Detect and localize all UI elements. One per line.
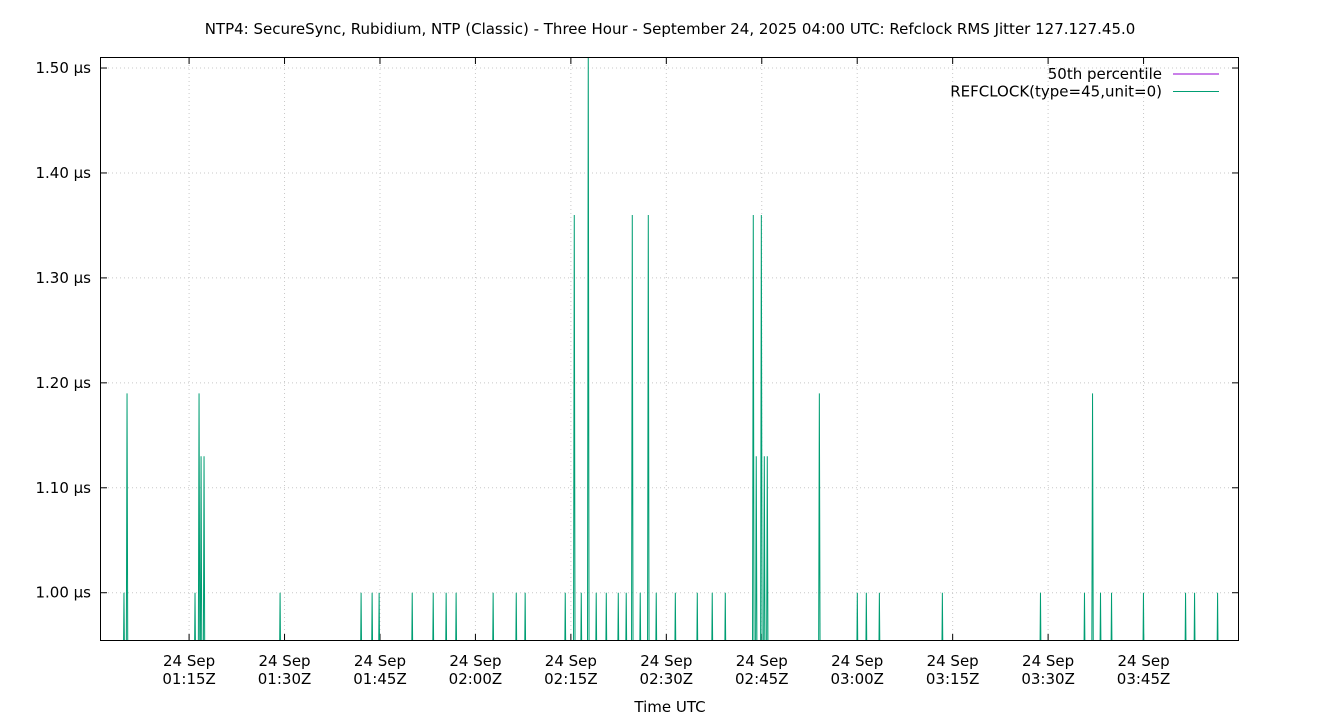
x-tick-label: 24 Sep [736,652,788,670]
x-tick-label: 24 Sep [449,652,501,670]
legend-label: REFCLOCK(type=45,unit=0) [950,83,1162,101]
x-tick-label: 24 Sep [1022,652,1074,670]
x-tick-label: 03:30Z [1021,670,1075,688]
x-tick-label: 01:30Z [258,670,312,688]
x-tick-label: 24 Sep [1117,652,1169,670]
x-tick-label: 02:00Z [449,670,503,688]
y-tick-label: 1.00 µs [35,584,91,602]
x-tick-label: 24 Sep [258,652,310,670]
x-tick-label: 03:45Z [1117,670,1171,688]
chart-title: NTP4: SecureSync, Rubidium, NTP (Classic… [205,20,1136,38]
plot-area [100,57,1219,641]
series-line [100,57,1219,641]
legend-label: 50th percentile [1048,65,1162,83]
x-tick-label: 24 Sep [927,652,979,670]
x-tick-label: 24 Sep [545,652,597,670]
x-tick-label: 03:15Z [926,670,980,688]
y-tick-label: 1.20 µs [35,374,91,392]
y-tick-label: 1.10 µs [35,479,91,497]
x-tick-label: 03:00Z [830,670,884,688]
x-tick-label: 24 Sep [831,652,883,670]
x-tick-label: 01:45Z [353,670,407,688]
x-tick-label: 02:30Z [640,670,694,688]
x-tick-label: 02:45Z [735,670,789,688]
plot-border [100,57,1239,641]
y-tick-label: 1.40 µs [35,164,91,182]
x-tick-label: 01:15Z [162,670,216,688]
x-axis-label: Time UTC [633,698,705,716]
x-tick-label: 24 Sep [354,652,406,670]
y-tick-label: 1.50 µs [35,59,91,77]
x-tick-label: 24 Sep [163,652,215,670]
x-tick-label: 24 Sep [640,652,692,670]
x-tick-label: 02:15Z [544,670,598,688]
y-tick-label: 1.30 µs [35,269,91,287]
grid: 1.00 µs 1.10 µs 1.20 µs 1.30 µs 1.40 µs 1.50 … [35,57,1239,688]
